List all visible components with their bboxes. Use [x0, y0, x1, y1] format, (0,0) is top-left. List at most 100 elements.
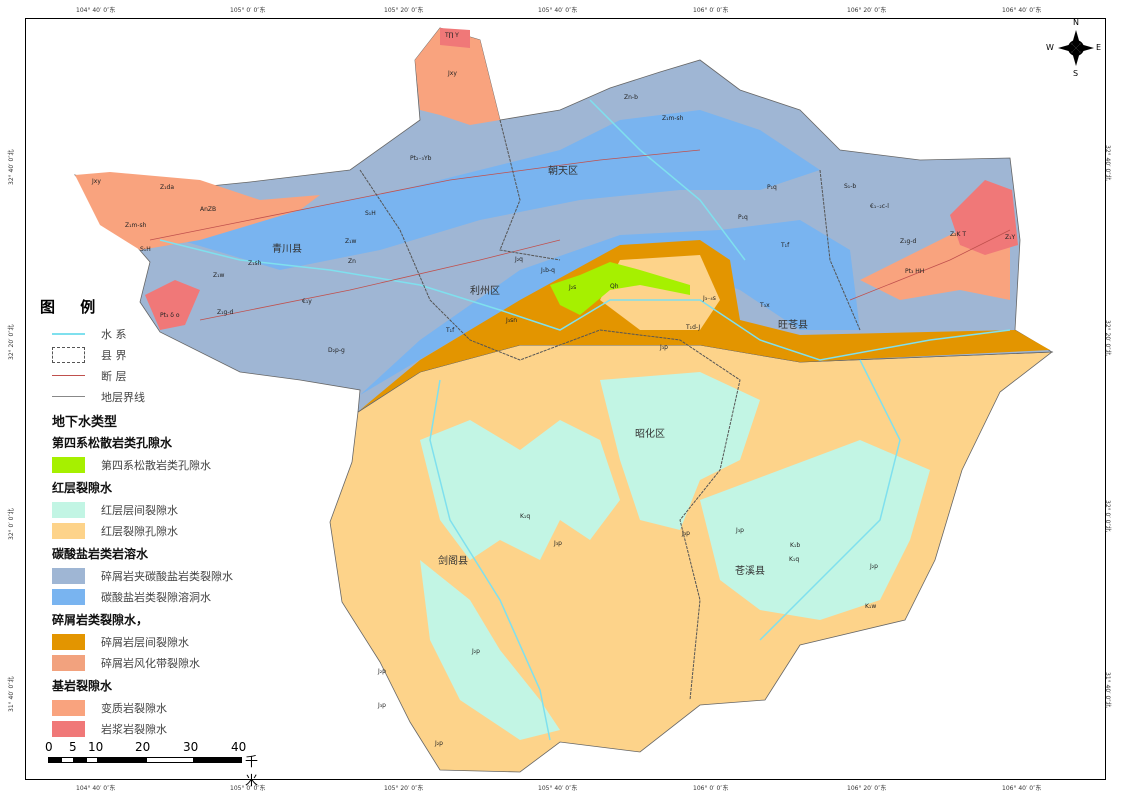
scale-tick: 5	[69, 740, 77, 754]
scale-segment	[48, 757, 61, 763]
zone-red-bed-interlayer-water	[420, 420, 620, 560]
river-swatch	[52, 332, 85, 335]
stratum-code-label: T₁f	[446, 327, 455, 334]
legend-item: 碎屑岩层间裂隙水	[40, 631, 290, 652]
legend-group-title: 基岩裂隙水	[52, 679, 113, 693]
legend-item: 红层层间裂隙水	[40, 499, 290, 520]
legend-item-fault: 断 层	[40, 365, 290, 386]
longitude-label: 104° 40′ 0″东	[76, 7, 116, 14]
legend-item: 红层裂隙孔隙水	[40, 520, 290, 541]
strata-swatch	[52, 396, 85, 397]
stratum-code-label: J₂q	[515, 256, 523, 263]
stratum-code-label: K₁q	[789, 556, 800, 563]
compass-n: N	[1073, 18, 1079, 27]
compass-e: E	[1096, 43, 1102, 52]
stratum-code-label: K₁q	[520, 513, 531, 520]
longitude-label: 105° 40′ 0″东	[538, 785, 578, 792]
stratum-code-label: J₃p	[736, 527, 744, 534]
stratum-code-label: Pt₂₋₃Yb	[410, 155, 432, 162]
zone-carbonate-karst-water	[360, 220, 860, 395]
stratum-code-label: J₃p	[378, 702, 386, 709]
stratum-code-label: J₃p	[682, 530, 690, 537]
zone-igneous-fissure-water	[440, 28, 470, 48]
legend-label: 碎屑岩风化带裂隙水	[101, 656, 200, 670]
stratum-code-label: Z₂K T	[950, 231, 967, 238]
legend-swatch	[52, 588, 85, 605]
longitude-label: 105° 0′ 0″东	[230, 785, 266, 792]
scale-tick: 10	[88, 740, 104, 754]
longitude-label: 106° 40′ 0″东	[1002, 785, 1042, 792]
place-label: 利州区	[470, 286, 500, 297]
stratum-code-label: T∏ Y	[445, 32, 459, 39]
legend-group-title: 第四系松散岩类孔隙水	[52, 436, 173, 450]
stratum-code-label: Z₁g-d	[217, 309, 234, 316]
legend-item: 岩浆岩裂隙水	[40, 718, 290, 739]
fault-swatch	[52, 375, 85, 376]
river	[429, 379, 551, 741]
legend-item-river: 水 系	[40, 323, 290, 344]
legend-group-title: 碎屑岩类裂隙水，	[52, 613, 149, 627]
scale-segment	[74, 757, 86, 763]
zone-red-bed-interlayer-water	[700, 440, 930, 620]
stratum-code-label: S₁H	[365, 210, 376, 217]
stratum-code-label: Jxy	[448, 70, 457, 77]
scale-segment	[86, 757, 98, 763]
legend-label: 岩浆岩裂隙水	[101, 722, 167, 736]
stratum-code-label: T₃x	[760, 302, 770, 309]
longitude-label: 106° 0′ 0″东	[693, 785, 729, 792]
zone-red-bed-interlayer-water	[420, 560, 560, 740]
scale-segment	[146, 757, 194, 763]
stratum-code-label: Z₁g-d	[900, 238, 917, 245]
scale-tick: 20	[135, 740, 151, 754]
legend-label: 断 层	[101, 369, 127, 383]
stratum-code-label: Pt₃ δ o	[160, 312, 180, 319]
zone-carbonate-karst-water	[180, 110, 820, 270]
legend-item: 变质岩裂隙水	[40, 697, 290, 718]
zone-clastic-interlayer-water	[360, 240, 1050, 410]
legend-label: 红层裂隙孔隙水	[101, 524, 178, 538]
scale-segment	[98, 757, 146, 763]
legend-label: 变质岩裂隙水	[101, 701, 167, 715]
stratum-code-label: J₁b-q	[541, 267, 555, 274]
river	[759, 359, 901, 641]
stratum-code-label: €₁₋₂c-l	[870, 203, 889, 210]
stratum-code-label: K₁w	[865, 603, 877, 610]
zone-metamorphic-fissure-water	[415, 28, 500, 125]
longitude-label: 105° 20′ 0″东	[384, 785, 424, 792]
county-boundary	[499, 119, 561, 261]
legend-swatch	[52, 654, 85, 671]
legend-swatch	[52, 633, 85, 650]
legend-item-county: 县 界	[40, 344, 290, 365]
place-label: 苍溪县	[735, 566, 765, 577]
map-frame	[25, 18, 1106, 780]
compass-w: W	[1046, 43, 1054, 52]
legend-swatch	[52, 720, 85, 737]
stratum-code-label: Z₁sh	[248, 260, 262, 267]
legend-item: 碎屑岩夹碳酸盐岩类裂隙水	[40, 565, 290, 586]
scale-tick: 40	[231, 740, 247, 754]
zone-red-bed-interlayer-water	[600, 372, 760, 530]
legend-label: 碳酸盐岩类裂隙溶洞水	[101, 590, 211, 604]
place-label: 朝天区	[548, 166, 578, 177]
river	[159, 239, 1011, 361]
scale-segment	[194, 757, 242, 763]
stratum-code-label: J₃₋₄s	[703, 295, 716, 302]
legend-item: 第四系松散岩类孔隙水	[40, 454, 290, 475]
longitude-label: 104° 40′ 0″东	[76, 785, 116, 792]
legend-label: 红层层间裂隙水	[101, 503, 178, 517]
stratum-code-label: J₂p	[472, 648, 480, 655]
stratum-code-label: T₁f	[781, 242, 790, 249]
river	[589, 99, 746, 261]
place-label: 剑阁县	[438, 556, 468, 567]
stratum-code-label: Pt₃ HH	[905, 268, 925, 275]
place-label: 旺苍县	[778, 320, 808, 331]
legend-title: 图 例	[40, 298, 106, 316]
stratum-code-label: Qh	[610, 283, 619, 290]
stratum-code-label: Z₁m-sh	[125, 222, 147, 229]
fault	[149, 149, 701, 241]
north-arrow: N S E W	[1046, 18, 1106, 78]
county-boundary	[819, 169, 861, 331]
legend-item: 碎屑岩风化带裂隙水	[40, 652, 290, 673]
